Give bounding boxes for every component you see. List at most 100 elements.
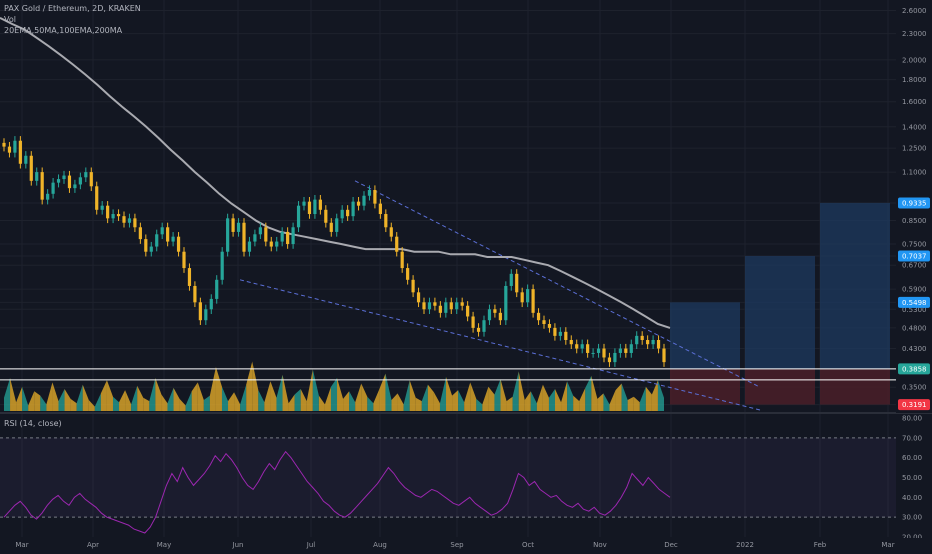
volume-segment <box>427 384 434 411</box>
candle-body <box>7 146 12 153</box>
time-tick-label: Mar <box>881 541 894 549</box>
candle-body <box>149 246 153 252</box>
candle-body <box>280 231 284 242</box>
price-badge-label: 0.9335 <box>902 199 927 207</box>
candle-body <box>564 331 568 340</box>
time-tick-label: Nov <box>593 541 607 549</box>
target-box <box>820 202 890 369</box>
candle-body <box>340 209 344 219</box>
volume-segment <box>385 373 392 411</box>
price-tick-label: 0.4300 <box>902 345 927 353</box>
candle-body <box>215 279 219 299</box>
candle-body <box>138 227 142 240</box>
candle-body <box>351 201 355 217</box>
volume-segment <box>621 383 628 411</box>
volume-segment <box>240 384 247 411</box>
volume-segment <box>555 389 562 411</box>
price-badge-label: 0.3858 <box>902 365 927 373</box>
candle-body <box>160 227 164 235</box>
rsi-pane <box>0 437 896 534</box>
candle-body <box>51 182 55 194</box>
candle-body <box>187 268 192 286</box>
candle-body <box>591 352 595 354</box>
volume-segment <box>391 393 398 411</box>
candle-body <box>56 179 61 183</box>
volume-segment <box>343 391 350 411</box>
volume-segment <box>4 378 11 411</box>
lower-trendline <box>239 279 761 411</box>
volume-segment <box>464 382 471 411</box>
candle-body <box>367 190 372 196</box>
volume-segment <box>88 400 95 411</box>
price-tick-label: 1.4000 <box>902 123 927 131</box>
candle-body <box>416 292 421 303</box>
time-tick-label: Jul <box>306 541 316 549</box>
time-axis[interactable]: Mar Apr May Jun Jul Aug Sep Oct Nov Dec 2022 Feb Mar <box>0 538 932 550</box>
candle-body <box>389 227 393 237</box>
volume-segment <box>639 386 646 411</box>
volume-segment <box>561 381 568 411</box>
candle-body <box>24 155 28 164</box>
rsi-axis[interactable]: 80.00 70.00 60.00 50.00 40.00 30.00 20.00 <box>902 415 922 542</box>
price-tick-label: 0.7500 <box>902 241 927 249</box>
candle-body <box>291 227 295 245</box>
candle-body <box>84 172 88 178</box>
price-tick-label: 0.6700 <box>902 262 927 270</box>
candle-body <box>509 273 513 286</box>
volume-segment <box>379 373 386 411</box>
candle-body <box>13 140 17 153</box>
candle-body <box>155 234 159 247</box>
candle-body <box>656 339 661 349</box>
candle-body <box>2 142 6 147</box>
volume-segment <box>415 397 422 411</box>
time-tick-label: Aug <box>373 541 387 549</box>
candle-body <box>504 285 508 321</box>
price-tick-label: 0.5300 <box>902 306 927 314</box>
volume-segment <box>100 380 107 411</box>
price-tick-label: 1.8000 <box>902 76 927 84</box>
stop-box <box>820 368 890 405</box>
candle-body <box>580 344 584 349</box>
volume-segment <box>597 393 604 411</box>
candle-body <box>493 309 497 313</box>
candle-body <box>466 305 470 317</box>
candle-body <box>449 302 453 310</box>
volume-segment <box>258 390 265 411</box>
price-badge <box>898 296 930 308</box>
volume-segment <box>22 386 29 411</box>
candle-body <box>569 339 573 345</box>
candle-body <box>78 177 82 185</box>
volume-segment <box>530 391 537 411</box>
candle-body <box>302 201 306 206</box>
volume-segment <box>512 371 519 411</box>
candle-body <box>444 302 448 313</box>
volume-segment <box>52 382 59 411</box>
moving-average <box>0 17 671 329</box>
trade-plan-boxes <box>670 202 890 405</box>
rsi-tick-label: 70.00 <box>902 434 922 442</box>
volume-segment <box>433 392 440 411</box>
volume-segment <box>143 397 150 411</box>
candle-body <box>553 327 557 336</box>
candle-body <box>35 172 39 181</box>
volume-segment <box>264 381 271 411</box>
candle-body <box>356 201 361 206</box>
candle-body <box>95 186 99 210</box>
volume-segment <box>221 386 229 411</box>
volume-segment <box>548 389 556 411</box>
price-axis[interactable]: 2.6000 2.3000 2.0000 1.8000 1.6000 1.4000 1.25… <box>896 0 932 413</box>
volume-segment <box>657 380 664 411</box>
candle-body <box>236 222 241 232</box>
candle-body <box>575 344 579 349</box>
candle-body <box>373 190 377 204</box>
volume-segment <box>585 375 592 411</box>
volume-segment <box>458 390 465 411</box>
volume-segment <box>215 367 222 411</box>
volume-segment <box>337 378 344 411</box>
volume-segment <box>403 380 410 411</box>
candle-body <box>226 218 230 252</box>
volume-segment <box>361 383 368 411</box>
volume-segment <box>573 395 580 411</box>
